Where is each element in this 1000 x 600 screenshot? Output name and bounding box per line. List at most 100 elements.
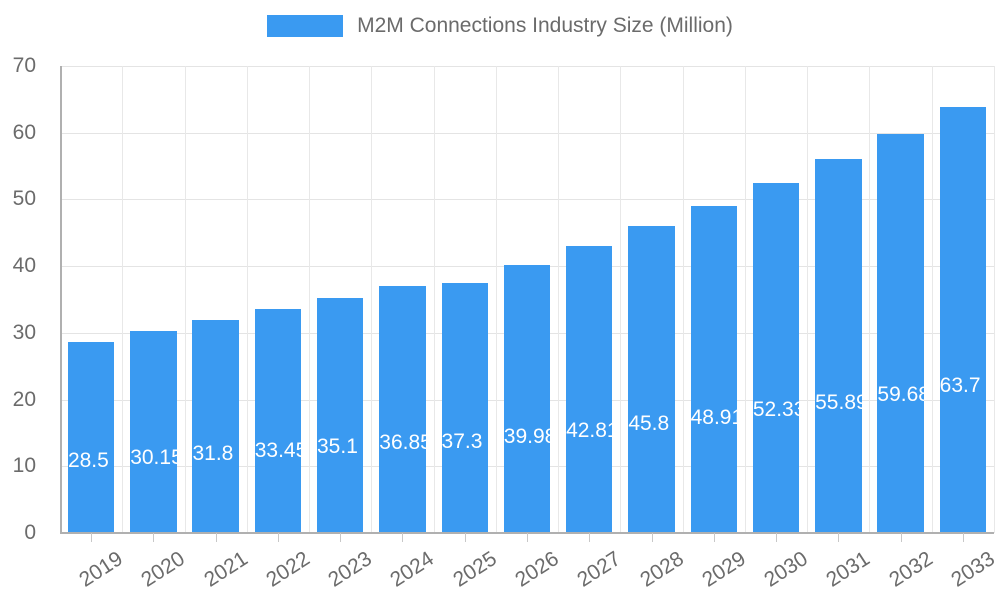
x-axis-tick: 2031 — [807, 533, 874, 600]
bar-value-label: 48.91 — [690, 406, 737, 428]
x-axis-tick-mark — [464, 533, 466, 542]
chart-legend: M2M Connections Industry Size (Million) — [0, 14, 1000, 38]
gridline-vertical — [309, 66, 310, 533]
bar-rect[interactable] — [628, 226, 675, 532]
x-axis-tick-mark — [526, 533, 528, 542]
bar-item[interactable]: 55.89 — [815, 159, 862, 532]
x-axis-tick: 2023 — [309, 533, 376, 600]
x-axis-tick-mark — [900, 533, 902, 542]
bar-item[interactable]: 48.91 — [690, 205, 737, 532]
x-axis-tick-label: 2019 — [75, 547, 128, 592]
gridline-vertical — [932, 66, 933, 533]
y-axis-tick-label: 40 — [12, 254, 36, 278]
gridline-horizontal — [60, 132, 994, 134]
bar-rect[interactable] — [254, 308, 302, 532]
bar-item[interactable]: 63.7 — [939, 107, 987, 532]
x-axis-tick-label: 2032 — [884, 547, 937, 592]
y-axis-tick-label: 20 — [12, 387, 36, 411]
x-axis-tick-label: 2024 — [386, 547, 439, 592]
x-axis-tick-mark — [153, 533, 155, 542]
gridline-vertical — [434, 66, 435, 533]
bar-value-label: 36.85 — [379, 432, 425, 454]
y-axis-tick-label: 30 — [12, 320, 36, 344]
bar-item[interactable]: 45.8 — [628, 226, 675, 532]
bar-item[interactable]: 35.1 — [317, 297, 364, 532]
bar-rect[interactable] — [503, 265, 551, 532]
bar-value-label: 52.33 — [752, 399, 799, 421]
bar-value-label: 42.81 — [566, 419, 612, 441]
x-axis-tick: 2022 — [247, 533, 314, 600]
gridline-vertical — [620, 66, 621, 533]
x-axis-tick-mark — [277, 533, 279, 542]
bar-item[interactable]: 59.68 — [877, 133, 924, 532]
x-axis-tick-mark — [589, 533, 591, 542]
bar-rect[interactable] — [690, 205, 737, 532]
gridline-vertical — [247, 66, 248, 533]
x-axis-tick-mark — [838, 533, 840, 542]
y-axis-tick-labels: 0 10 20 30 40 50 60 70 — [0, 54, 48, 544]
bar-item[interactable]: 37.3 — [441, 283, 488, 532]
gridline-vertical — [122, 66, 123, 533]
bar-item[interactable]: 39.98 — [503, 265, 551, 532]
gridline-horizontal — [60, 199, 994, 201]
x-axis-tick-label: 2021 — [199, 547, 252, 592]
legend-color-swatch-icon — [267, 15, 344, 37]
bar-value-label: 31.8 — [192, 443, 234, 465]
x-axis-tick: 2032 — [869, 533, 936, 600]
bar-item[interactable]: 52.33 — [752, 182, 800, 532]
x-axis-tick-mark — [713, 533, 715, 542]
bar-value-label: 63.7 — [939, 375, 981, 397]
bar-value-label: 33.45 — [254, 439, 301, 461]
gridline-vertical — [994, 66, 995, 533]
bar-value-label: 39.98 — [503, 425, 550, 447]
legend-item-m2m-connections[interactable]: M2M Connections Industry Size (Million) — [267, 14, 733, 38]
bar-value-label: 35.1 — [317, 436, 358, 458]
bar-item[interactable]: 33.45 — [254, 308, 302, 532]
bar-rect[interactable] — [939, 107, 987, 532]
gridline-vertical — [869, 66, 870, 533]
bar-value-label: 37.3 — [441, 431, 483, 453]
y-axis-tick-label: 50 — [12, 187, 36, 211]
bar-rect[interactable] — [877, 133, 924, 532]
gridline-horizontal — [60, 66, 994, 67]
bar-item[interactable]: 36.85 — [379, 286, 426, 532]
plot-area: 28.5 30.15 31.8 33.45 35.1 36.85 37.3 39.98 42.8… — [60, 66, 995, 534]
bar-item[interactable]: 28.5 — [67, 341, 115, 532]
x-axis-tick: 2021 — [185, 533, 252, 600]
gridline-vertical — [185, 66, 186, 533]
bar-rect[interactable] — [441, 283, 488, 532]
bar-rect[interactable] — [192, 319, 239, 532]
bar-item[interactable]: 30.15 — [130, 330, 177, 532]
x-axis-tick: 2025 — [434, 533, 501, 600]
bar-value-label: 30.15 — [130, 446, 176, 468]
y-axis-tick-label: 0 — [24, 521, 36, 544]
y-axis-tick-label: 70 — [12, 54, 36, 77]
x-axis-tick-labels: 2019 2020 2021 2022 2023 2024 2025 2026 2027 2028… — [60, 533, 999, 600]
bar-rect[interactable] — [67, 341, 115, 532]
x-axis-tick-label: 2022 — [262, 547, 314, 592]
bar-value-label: 45.8 — [628, 413, 670, 435]
x-axis-tick-label: 2027 — [573, 547, 626, 592]
bar-value-label: 28.5 — [67, 450, 109, 472]
bar-rect[interactable] — [130, 330, 177, 532]
x-axis-tick-label: 2029 — [697, 547, 750, 592]
bar-rect[interactable] — [566, 246, 613, 532]
x-axis-tick-label: 2026 — [511, 547, 563, 592]
bar-rect[interactable] — [379, 286, 426, 532]
x-axis-tick-mark — [215, 533, 217, 542]
gridline-vertical — [683, 66, 684, 533]
bar-item[interactable]: 31.8 — [192, 319, 239, 532]
bar-item[interactable]: 42.81 — [566, 246, 613, 532]
y-axis-tick-label: 60 — [12, 120, 36, 144]
x-axis-tick: 2020 — [122, 533, 189, 600]
bar-rect[interactable] — [815, 159, 862, 532]
bar-rect[interactable] — [752, 182, 800, 532]
gridline-vertical — [558, 66, 559, 533]
x-axis-tick: 2028 — [620, 533, 687, 600]
x-axis-tick-mark — [651, 533, 653, 542]
bar-rect[interactable] — [317, 297, 364, 532]
gridline-vertical — [807, 66, 808, 533]
x-axis-tick-label: 2030 — [760, 547, 812, 592]
x-axis-tick-label: 2028 — [635, 547, 688, 592]
